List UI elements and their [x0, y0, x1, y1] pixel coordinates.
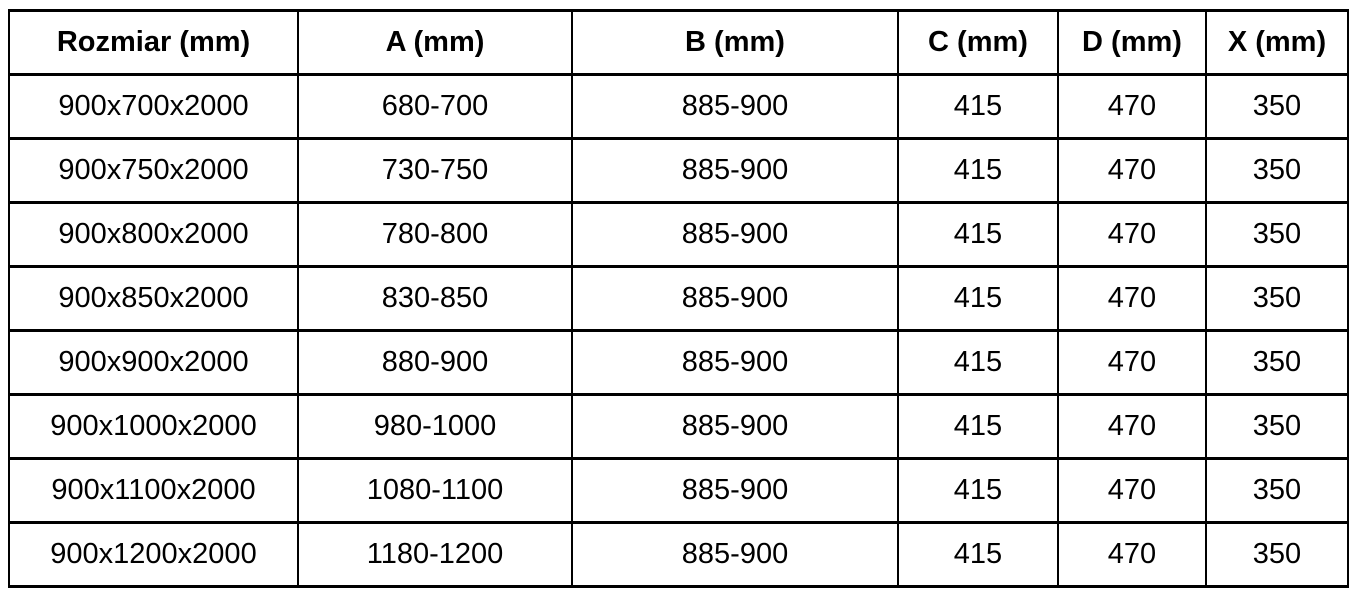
table-cell-a: 1180-1200 [297, 521, 573, 588]
table-cell-x: 350 [1205, 73, 1349, 140]
table-cell-a: 980-1000 [297, 393, 573, 460]
table-row: 900x1100x2000 1080-1100 885-900 415 470 350 [8, 457, 1349, 524]
table-cell-x: 350 [1205, 137, 1349, 204]
table-row: 900x800x2000 780-800 885-900 415 470 350 [8, 201, 1349, 268]
table-cell-b: 885-900 [571, 201, 899, 268]
table-cell-rozmiar: 900x700x2000 [8, 73, 299, 140]
table-cell-d: 470 [1057, 73, 1207, 140]
table-cell-c: 415 [897, 329, 1059, 396]
table-cell-d: 470 [1057, 329, 1207, 396]
header-cell-a: A (mm) [297, 9, 573, 76]
table-row: 900x750x2000 730-750 885-900 415 470 350 [8, 137, 1349, 204]
table-cell-rozmiar: 900x1000x2000 [8, 393, 299, 460]
table-cell-b: 885-900 [571, 521, 899, 588]
header-cell-d: D (mm) [1057, 9, 1207, 76]
table-row: 900x900x2000 880-900 885-900 415 470 350 [8, 329, 1349, 396]
table-cell-x: 350 [1205, 265, 1349, 332]
header-cell-b: B (mm) [571, 9, 899, 76]
table-cell-d: 470 [1057, 457, 1207, 524]
table-cell-a: 680-700 [297, 73, 573, 140]
table-cell-a: 780-800 [297, 201, 573, 268]
header-cell-rozmiar: Rozmiar (mm) [8, 9, 299, 76]
header-cell-c: C (mm) [897, 9, 1059, 76]
table-row: 900x850x2000 830-850 885-900 415 470 350 [8, 265, 1349, 332]
table-cell-rozmiar: 900x850x2000 [8, 265, 299, 332]
table-cell-c: 415 [897, 457, 1059, 524]
table-cell-d: 470 [1057, 137, 1207, 204]
table-cell-c: 415 [897, 201, 1059, 268]
table-cell-rozmiar: 900x750x2000 [8, 137, 299, 204]
table-cell-b: 885-900 [571, 265, 899, 332]
table-cell-c: 415 [897, 137, 1059, 204]
table-cell-b: 885-900 [571, 393, 899, 460]
table-cell-d: 470 [1057, 393, 1207, 460]
table-cell-c: 415 [897, 265, 1059, 332]
table-cell-rozmiar: 900x800x2000 [8, 201, 299, 268]
table-cell-x: 350 [1205, 457, 1349, 524]
header-cell-x: X (mm) [1205, 9, 1349, 76]
table-cell-x: 350 [1205, 201, 1349, 268]
table-cell-d: 470 [1057, 201, 1207, 268]
table-cell-c: 415 [897, 73, 1059, 140]
size-chart-container: Rozmiar (mm) A (mm) B (mm) C (mm) D (mm) X (m… [8, 9, 1349, 588]
header-row: Rozmiar (mm) A (mm) B (mm) C (mm) D (mm) X (m… [8, 9, 1349, 76]
table-cell-x: 350 [1205, 329, 1349, 396]
table-cell-b: 885-900 [571, 137, 899, 204]
table-cell-a: 1080-1100 [297, 457, 573, 524]
table-cell-rozmiar: 900x1200x2000 [8, 521, 299, 588]
table-cell-a: 830-850 [297, 265, 573, 332]
table-cell-a: 880-900 [297, 329, 573, 396]
table-cell-x: 350 [1205, 393, 1349, 460]
table-cell-d: 470 [1057, 521, 1207, 588]
table-row: 900x1000x2000 980-1000 885-900 415 470 350 [8, 393, 1349, 460]
table-cell-x: 350 [1205, 521, 1349, 588]
table-cell-a: 730-750 [297, 137, 573, 204]
table-body: 900x700x2000 680-700 885-900 415 470 350 900x7… [8, 73, 1349, 588]
table-row: 900x700x2000 680-700 885-900 415 470 350 [8, 73, 1349, 140]
table-row: 900x1200x2000 1180-1200 885-900 415 470 350 [8, 521, 1349, 588]
table-cell-d: 470 [1057, 265, 1207, 332]
table-cell-rozmiar: 900x900x2000 [8, 329, 299, 396]
table-cell-rozmiar: 900x1100x2000 [8, 457, 299, 524]
table-cell-c: 415 [897, 393, 1059, 460]
table-cell-c: 415 [897, 521, 1059, 588]
table-cell-b: 885-900 [571, 457, 899, 524]
table-cell-b: 885-900 [571, 73, 899, 140]
table-cell-b: 885-900 [571, 329, 899, 396]
size-table: Rozmiar (mm) A (mm) B (mm) C (mm) D (mm) X (m… [8, 9, 1349, 588]
